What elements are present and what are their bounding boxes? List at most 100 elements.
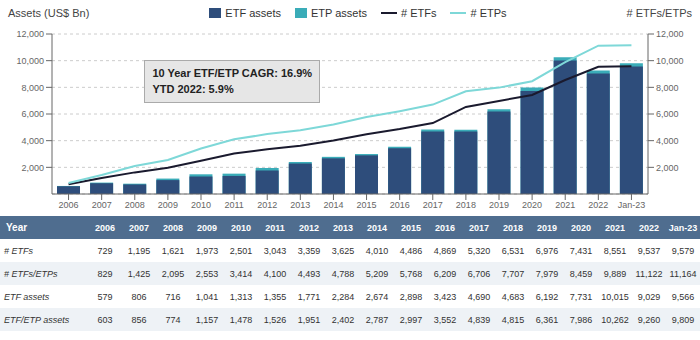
html-text:3,414: 3,414: [229, 268, 253, 279]
html-text:829: 829: [97, 268, 113, 279]
html-text:Assets (US$ Bn): Assets (US$ Bn): [8, 7, 90, 19]
html-text:3,359: 3,359: [297, 245, 321, 256]
svg-text:2012: 2012: [257, 200, 277, 210]
html-text:11,122: 11,122: [635, 268, 663, 279]
html-text:2009: 2009: [197, 222, 217, 233]
html-text:2022: 2022: [639, 222, 659, 233]
html-text:2015: 2015: [401, 222, 421, 233]
svg-text:2011: 2011: [224, 200, 243, 210]
html-text:7,979: 7,979: [535, 268, 559, 279]
svg-text:2,000: 2,000: [656, 163, 679, 173]
html-text:# ETFs: # ETFs: [401, 7, 437, 19]
html-text:3,043: 3,043: [263, 245, 287, 256]
html-text:2012: 2012: [299, 222, 319, 233]
svg-text:2019: 2019: [489, 200, 509, 210]
svg-text:2007: 2007: [92, 200, 112, 210]
svg-text:2013: 2013: [290, 200, 310, 210]
html-text:4,493: 4,493: [297, 268, 321, 279]
svg-text:2017: 2017: [423, 200, 443, 210]
html-text:ETF assets: ETF assets: [4, 291, 50, 302]
svg-text:2008: 2008: [125, 200, 145, 210]
html-text:1,195: 1,195: [127, 245, 151, 256]
svg-text:2014: 2014: [323, 200, 343, 210]
html-text:8,551: 8,551: [603, 245, 627, 256]
svg-text:2020: 2020: [522, 200, 542, 210]
svg-text:8,000: 8,000: [21, 83, 44, 93]
html-text:1,313: 1,313: [229, 291, 253, 302]
html-text:2,501: 2,501: [229, 245, 253, 256]
html-text:2014: 2014: [367, 222, 387, 233]
html-text:4,869: 4,869: [433, 245, 457, 256]
html-text:Year: Year: [6, 222, 28, 233]
html-text:6,531: 6,531: [501, 245, 525, 256]
html-text:2,095: 2,095: [161, 268, 185, 279]
html-text:1,621: 1,621: [161, 245, 185, 256]
svg-text:2009: 2009: [158, 200, 178, 210]
html-text:7,431: 7,431: [569, 245, 593, 256]
svg-text:6,000: 6,000: [656, 109, 679, 119]
html-text:2020: 2020: [571, 222, 591, 233]
svg-text:12,000: 12,000: [16, 29, 44, 39]
html-text:2017: 2017: [469, 222, 489, 233]
svg-text:6,000: 6,000: [21, 109, 44, 119]
html-text:2,553: 2,553: [195, 268, 219, 279]
html-text:11,164: 11,164: [669, 268, 697, 279]
svg-text:2,000: 2,000: [21, 163, 44, 173]
html-text:5,320: 5,320: [467, 245, 491, 256]
html-text:9,889: 9,889: [603, 268, 627, 279]
svg-text:12,000: 12,000: [656, 29, 684, 39]
html-text:579: 579: [97, 291, 113, 302]
svg-text:10,000: 10,000: [16, 56, 44, 66]
html-text:5,768: 5,768: [399, 268, 423, 279]
html-text:1,041: 1,041: [195, 291, 219, 302]
html-text:729: 729: [97, 245, 113, 256]
html-text:1,425: 1,425: [127, 268, 151, 279]
svg-text:2006: 2006: [59, 200, 79, 210]
html-text:2018: 2018: [503, 222, 523, 233]
html-text:2008: 2008: [163, 222, 183, 233]
html-text:ETP assets: ETP assets: [311, 7, 367, 19]
svg-text:2022: 2022: [588, 200, 608, 210]
svg-text:Jan-23: Jan-23: [618, 200, 646, 210]
html-text:8,459: 8,459: [569, 268, 593, 279]
html-text:# ETPs: # ETPs: [470, 7, 507, 19]
html-text:2021: 2021: [605, 222, 625, 233]
svg-text:8,000: 8,000: [656, 83, 679, 93]
html-text:6,706: 6,706: [467, 268, 491, 279]
html-text:2019: 2019: [537, 222, 557, 233]
html-text:2006: 2006: [95, 222, 115, 233]
html-text:3,625: 3,625: [331, 245, 355, 256]
html-text:2016: 2016: [435, 222, 455, 233]
svg-text:10,000: 10,000: [656, 56, 684, 66]
html-text:4,788: 4,788: [331, 268, 355, 279]
html-text:2007: 2007: [129, 222, 149, 233]
html-text:5,209: 5,209: [365, 268, 389, 279]
html-text:10 Year ETF/ETP CAGR: 16.9% YT: 10 Year ETF/ETP CAGR: 16.9% YTD 2022: 5.…: [152, 66, 313, 96]
svg-text:2021: 2021: [555, 200, 575, 210]
html-text:# ETFs: # ETFs: [4, 245, 33, 256]
html-text:7,707: 7,707: [501, 268, 525, 279]
html-text:2010: 2010: [231, 222, 251, 233]
html-text:9,537: 9,537: [637, 245, 661, 256]
html-text:6,209: 6,209: [433, 268, 457, 279]
html-text:# ETFs/ETPs: # ETFs/ETPs: [4, 268, 58, 279]
html-text:6,976: 6,976: [535, 245, 559, 256]
html-text:716: 716: [165, 291, 181, 302]
html-text:# ETFs/ETPs: # ETFs/ETPs: [626, 7, 692, 19]
svg-text:2010: 2010: [191, 200, 211, 210]
html-text:806: 806: [131, 291, 147, 302]
html-text:2013: 2013: [333, 222, 353, 233]
html-text:1,973: 1,973: [195, 245, 219, 256]
svg-text:2015: 2015: [357, 200, 377, 210]
svg-text:4,000: 4,000: [21, 136, 44, 146]
html-text:Jan-23: Jan-23: [668, 222, 698, 233]
svg-text:2016: 2016: [390, 200, 410, 210]
html-text:ETF assets: ETF assets: [225, 7, 281, 19]
html-text:4,100: 4,100: [263, 268, 287, 279]
html-text:4,010: 4,010: [365, 245, 389, 256]
svg-text:2018: 2018: [456, 200, 476, 210]
html-text:4,486: 4,486: [399, 245, 423, 256]
html-text:9,579: 9,579: [671, 245, 695, 256]
svg-text:4,000: 4,000: [656, 136, 679, 146]
html-text:2011: 2011: [265, 222, 285, 233]
